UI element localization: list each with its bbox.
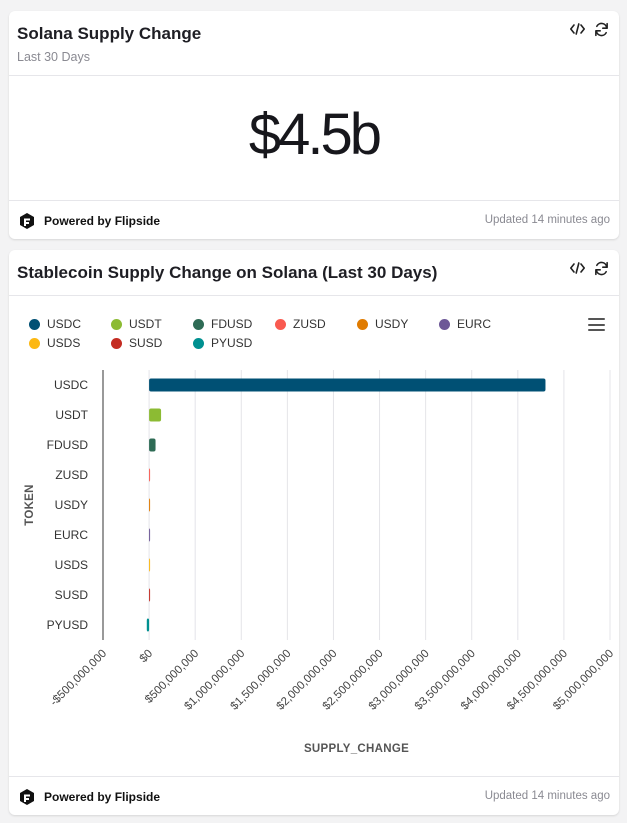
flipside-logo-icon xyxy=(20,789,34,805)
flipside-logo-icon xyxy=(20,213,34,229)
powered-by-link[interactable]: Powered by Flipside xyxy=(17,787,160,807)
card-subtitle: Last 30 Days xyxy=(17,50,90,64)
legend-swatch xyxy=(193,318,204,330)
card-footer: Powered by Flipside Updated 14 minutes a… xyxy=(9,776,619,815)
legend-swatch xyxy=(193,337,204,349)
legend-item-eurc[interactable]: EURC xyxy=(439,317,491,331)
card-actions xyxy=(569,21,609,37)
bar-pyusd xyxy=(146,618,150,632)
legend-item-usdy[interactable]: USDY xyxy=(357,317,408,331)
card-actions xyxy=(569,260,609,276)
bar-usds xyxy=(149,558,151,572)
legend-swatch xyxy=(275,318,286,330)
card-header: Solana Supply Change Last 30 Days xyxy=(9,11,619,76)
legend-label: SUSD xyxy=(129,336,163,350)
y-tick-label: FDUSD xyxy=(47,438,89,452)
legend-label: USDC xyxy=(47,317,82,331)
code-icon[interactable] xyxy=(569,260,585,276)
legend-label: USDT xyxy=(129,317,162,331)
x-axis-title: SUPPLY_CHANGE xyxy=(304,743,409,755)
y-tick-label: ZUSD xyxy=(55,468,88,482)
refresh-icon[interactable] xyxy=(593,21,609,37)
y-tick-label: USDY xyxy=(55,498,88,512)
menu-icon[interactable] xyxy=(588,318,605,331)
legend-item-fdusd[interactable]: FDUSD xyxy=(193,317,252,331)
y-tick-label: PYUSD xyxy=(47,618,89,632)
legend-label: USDY xyxy=(375,317,409,331)
updated-timestamp: Updated 14 minutes ago xyxy=(484,214,610,226)
y-axis-title: TOKEN xyxy=(24,484,36,526)
y-tick-label: EURC xyxy=(54,528,88,542)
bar-usdc xyxy=(149,378,546,392)
legend-label: ZUSD xyxy=(293,317,326,331)
legend-swatch xyxy=(29,337,40,349)
legend-swatch xyxy=(29,318,40,330)
y-tick-label: USDC xyxy=(54,378,88,392)
legend-label: EURC xyxy=(457,317,492,331)
bar-usdy xyxy=(149,498,151,512)
y-tick-label: USDT xyxy=(55,408,88,422)
card-title: Solana Supply Change xyxy=(17,24,202,43)
x-tick-label: -$500,000,000 xyxy=(48,648,109,709)
bar-fdusd xyxy=(149,438,156,452)
supply-change-card: Solana Supply Change Last 30 Days $4.5b … xyxy=(9,11,619,239)
bar-usdt xyxy=(149,408,162,422)
brand-label: Powered by Flipside xyxy=(44,790,161,804)
bar-susd xyxy=(149,588,151,602)
bar-eurc xyxy=(149,528,151,542)
legend-item-susd[interactable]: SUSD xyxy=(111,336,162,350)
bar-zusd xyxy=(149,468,151,482)
brand-label: Powered by Flipside xyxy=(44,214,161,228)
legend-label: PYUSD xyxy=(211,336,253,350)
code-icon[interactable] xyxy=(569,21,585,37)
big-number-value: $4.5b xyxy=(248,102,382,167)
legend-item-zusd[interactable]: ZUSD xyxy=(275,317,326,331)
card-title: Stablecoin Supply Change on Solana (Last… xyxy=(17,263,438,282)
updated-timestamp: Updated 14 minutes ago xyxy=(484,790,610,802)
y-tick-label: USDS xyxy=(55,558,88,572)
legend-label: FDUSD xyxy=(211,317,253,331)
card-footer: Powered by Flipside Updated 14 minutes a… xyxy=(9,200,619,239)
legend-swatch xyxy=(111,318,122,330)
refresh-icon[interactable] xyxy=(593,260,609,276)
legend-swatch xyxy=(357,318,368,330)
legend-item-usdc[interactable]: USDC xyxy=(29,317,81,331)
legend-item-usds[interactable]: USDS xyxy=(29,336,80,350)
legend-item-pyusd[interactable]: PYUSD xyxy=(193,336,252,350)
legend-swatch xyxy=(111,337,122,349)
legend-swatch xyxy=(439,318,450,330)
legend-item-usdt[interactable]: USDT xyxy=(111,317,162,331)
card-header: Stablecoin Supply Change on Solana (Last… xyxy=(9,250,619,296)
bar-chart: USDC USDT FDUSD ZUSD USDY EURC USDS SUSD PYUSD -$… xyxy=(24,370,616,755)
y-tick-label: SUSD xyxy=(55,588,89,602)
legend-label: USDS xyxy=(47,336,81,350)
powered-by-link[interactable]: Powered by Flipside xyxy=(17,211,160,231)
x-tick-label: $0 xyxy=(138,648,156,666)
stablecoin-chart-card: Stablecoin Supply Change on Solana (Last… xyxy=(9,250,619,815)
